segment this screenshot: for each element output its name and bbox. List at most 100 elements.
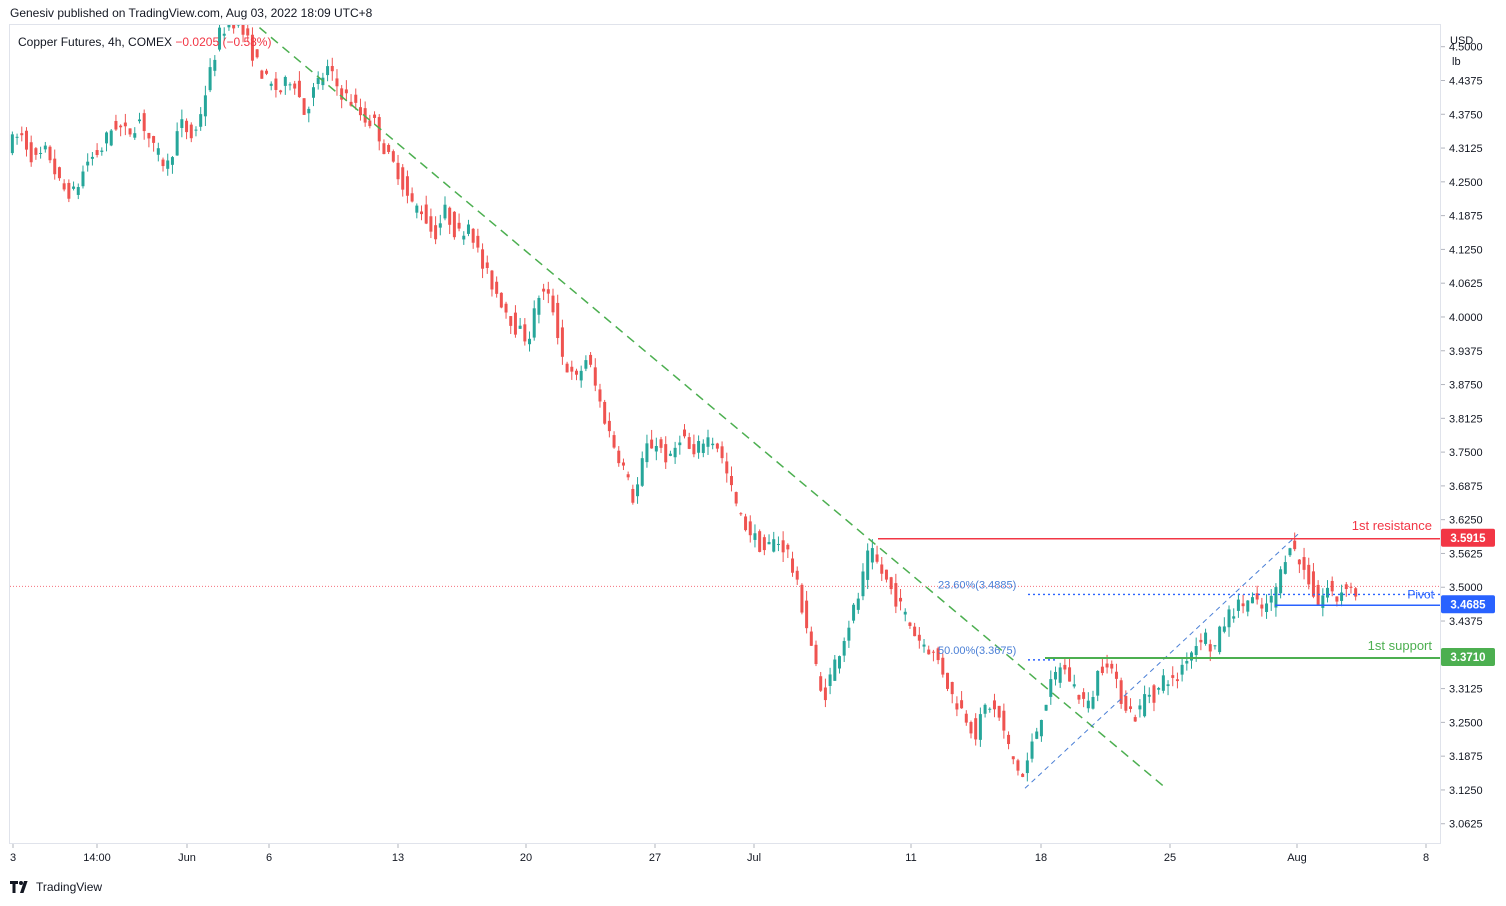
resistance-price-badge [1441, 528, 1495, 547]
candle-body-down [1129, 706, 1133, 710]
candle-body-down [758, 531, 762, 552]
candle-body-down [917, 634, 921, 641]
candle-body-down [964, 713, 968, 723]
candle-body-up [767, 542, 771, 545]
candle-body-down [457, 222, 461, 229]
candle-body-down [795, 570, 799, 580]
candle-body-up [1227, 609, 1231, 628]
candle-body-up [847, 627, 851, 641]
candle-body-down [1354, 588, 1358, 597]
candle-body-up [170, 157, 174, 165]
resistance-label: 1st resistance [1352, 518, 1432, 533]
price-change: −0.0205 (−0.58%) [175, 35, 272, 49]
candle-body-down [1175, 679, 1179, 682]
candle-body-down [434, 225, 438, 240]
candle-body-down [720, 446, 724, 459]
pivot-price-badge [1441, 595, 1495, 614]
candle-body-up [1265, 603, 1269, 612]
candle-body-down [1302, 557, 1306, 570]
price-tick-label: 3.1250 [1449, 785, 1483, 797]
candle-body-down [781, 540, 785, 553]
candle-body-down [1068, 667, 1072, 682]
candle-body-down [908, 622, 912, 626]
candle-body-down [476, 235, 480, 248]
price-tick-label: 3.5625 [1449, 548, 1483, 560]
candle-body-down [161, 159, 165, 167]
candle-body-down [274, 78, 278, 90]
price-level-labels: 3.5915 3.4685 3.3710 [1441, 528, 1495, 666]
candle-body-down [410, 193, 414, 202]
candle-body-down [791, 558, 795, 573]
candle-body-down [387, 144, 391, 152]
brand-label: TradingView [36, 880, 103, 894]
price-tick-label: 3.0625 [1449, 819, 1483, 831]
candle-body-up [842, 641, 846, 656]
candle-body-down [946, 672, 950, 689]
time-ticks: 3 14:00 Jun 6 13 20 27 Jul 11 18 25 Aug 8 [10, 844, 1429, 864]
candle-body-down [927, 649, 931, 655]
candle-body-up [861, 571, 865, 597]
candle-body-down [1011, 756, 1015, 760]
price-tick-label: 3.6875 [1449, 481, 1483, 493]
candle-body-down [1124, 696, 1128, 711]
candle-body-up [166, 160, 170, 169]
candle-body-up [1138, 705, 1142, 710]
candle-body-down [1016, 760, 1020, 771]
candle-body-down [565, 363, 569, 373]
chart-plot-area[interactable]: 23.60%(3.4885) 50.00%(3.3675) 1st resistan… [9, 24, 1441, 844]
candle-body-down [495, 281, 499, 294]
time-tick-label: 11 [905, 852, 916, 864]
candle-body-up [1218, 626, 1222, 653]
candle-body-up [837, 656, 841, 669]
candle-body-down [1007, 734, 1011, 745]
candle-body-down [823, 687, 827, 701]
candle-body-up [711, 443, 715, 446]
price-tick-label: 3.8125 [1449, 413, 1483, 425]
candle-body-down [373, 114, 377, 118]
candle-body-down [1255, 593, 1259, 600]
price-scale[interactable]: USD lb 4.5000 4.4375 4.3750 4.3125 4.2500 4.1… [1441, 24, 1505, 844]
price-chart[interactable]: 23.60%(3.4885) 50.00%(3.3675) 1st resistan… [10, 25, 1441, 844]
candle-body-down [344, 89, 348, 94]
candle-body-up [466, 224, 470, 234]
candle-body-down [992, 700, 996, 710]
candle-body-up [1269, 595, 1273, 603]
candle-body-down [560, 327, 564, 357]
time-tick-label: 3 [10, 852, 16, 864]
candle-body-down [1082, 692, 1086, 699]
candle-body-up [218, 27, 222, 50]
candle-body-up [1157, 688, 1161, 690]
symbol-label: Copper Futures, 4h, COMEX [18, 35, 173, 49]
price-tick-label: 3.4375 [1449, 616, 1483, 628]
candle-body-down [589, 354, 593, 365]
candle-body-up [706, 437, 710, 447]
candle-body-up [678, 442, 682, 446]
candle-body-down [725, 461, 729, 474]
time-scale[interactable]: 3 14:00 Jun 6 13 20 27 Jul 11 18 25 Aug 8 [9, 844, 1441, 870]
candle-body-down [429, 216, 433, 232]
candle-body-up [15, 136, 19, 138]
candle-body-down [744, 516, 748, 531]
price-tick-label: 4.1250 [1449, 244, 1483, 256]
candle-body-down [683, 429, 687, 437]
candle-body-up [307, 108, 311, 114]
candle-body-up [137, 119, 141, 122]
candle-body-down [974, 718, 978, 740]
candle-body-down [504, 303, 508, 313]
candle-body-up [283, 76, 287, 86]
candle-body-down [556, 302, 560, 339]
candle-body-up [753, 533, 757, 540]
candle-body-down [452, 211, 456, 238]
candle-body-down [809, 631, 813, 646]
candle-body-down [950, 682, 954, 695]
candle-body-down [931, 651, 935, 653]
candle-body-up [1246, 600, 1250, 612]
time-tick-label: 27 [649, 852, 661, 864]
candle-body-down [1105, 663, 1109, 668]
candle-body-up [1030, 741, 1034, 759]
candle-body-up [776, 543, 780, 545]
candle-body-up [532, 308, 536, 338]
candle-body-down [53, 158, 57, 175]
candle-body-down [1021, 773, 1025, 777]
candle-body-up [673, 447, 677, 458]
